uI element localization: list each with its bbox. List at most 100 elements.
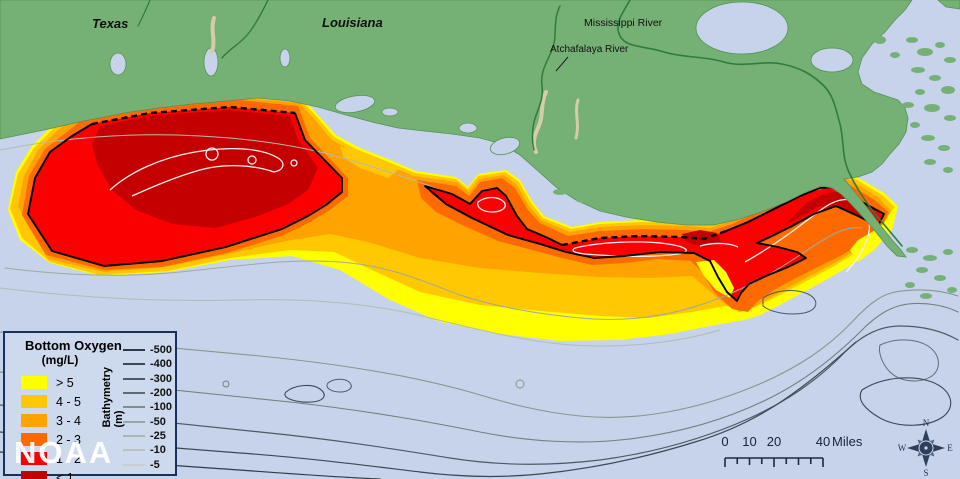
marsh-squiggle-1: [531, 90, 548, 154]
bathy-label: -100: [150, 401, 173, 414]
island: [941, 86, 955, 94]
legend-row-2-3: 2 - 3: [21, 430, 81, 449]
swatch-1-2: [21, 452, 47, 465]
swatch-rect: [21, 471, 47, 479]
island: [906, 247, 918, 253]
atchafalaya-river-line: [531, 5, 561, 151]
scale-unit: Miles: [832, 434, 863, 449]
land-group: [0, 0, 960, 299]
island: [916, 267, 928, 273]
bathy-line: [123, 363, 145, 366]
compass-ring: [918, 440, 934, 456]
legend-row-1-2: 1 - 2: [21, 449, 81, 468]
island: [682, 218, 694, 224]
island: [906, 37, 918, 43]
bathy-row-200: -200: [123, 386, 172, 400]
small-river-line: [137, 0, 151, 27]
island: [929, 75, 941, 81]
island: [921, 135, 935, 141]
state-label-louisiana: Louisiana: [322, 15, 383, 30]
mainland: [0, 0, 913, 258]
swatch-rect: [21, 452, 47, 465]
island: [902, 102, 914, 108]
legend-title: Bottom Oxygen: [25, 338, 122, 353]
island: [938, 145, 950, 151]
bathy-row-25: -25: [123, 429, 172, 443]
contour-loop-3: [879, 339, 939, 382]
islands: [553, 36, 957, 299]
scale-bar: 0 10 20 40 Miles: [703, 428, 893, 477]
compass-e: E: [947, 443, 953, 453]
white-contour-bloom: [109, 147, 284, 197]
bay-1: [334, 94, 376, 114]
swatch-rect: [21, 433, 47, 446]
mississippi-river-line: [617, 0, 903, 247]
island: [874, 36, 886, 44]
bathy-line: [123, 392, 145, 395]
compass-svg: N S W E: [898, 418, 954, 478]
hypoxia-outline-west-solid: [27, 112, 343, 267]
lake-pontchartrain: [695, 1, 789, 55]
bathy-line: [123, 435, 145, 437]
scale-label-20: 20: [767, 434, 781, 449]
island: [553, 189, 567, 195]
river-label-atchafalaya: Atchafalaya River: [550, 44, 629, 55]
oxygen-legend-column: > 5 4 - 5 3 - 4 2 - 3 1 - 2 < 1: [21, 373, 81, 479]
land-corner: [937, 0, 960, 10]
contour-loop-2: [326, 378, 352, 393]
white-contour-loop-c: [290, 159, 298, 167]
legend-units: (mg/L): [41, 353, 79, 367]
island: [576, 197, 592, 203]
bathy-label: -5: [150, 458, 160, 471]
vermilion-bay: [489, 136, 521, 156]
contour-25m: [0, 287, 721, 347]
rivers: [137, 0, 903, 247]
compass-n: N: [923, 418, 930, 428]
marsh-squiggle-3: [574, 98, 580, 140]
river-label-mississippi: Mississippi River: [584, 17, 663, 29]
island: [935, 42, 945, 48]
bathy-line: [123, 349, 145, 352]
bathy-row-400: -400: [123, 357, 172, 371]
island: [603, 205, 617, 211]
swatch-lt1: [21, 471, 47, 479]
contour-5m: [0, 134, 441, 191]
bathy-line: [123, 449, 145, 451]
island: [944, 115, 956, 121]
bay-3: [458, 122, 478, 134]
island: [911, 67, 925, 73]
island: [943, 249, 953, 255]
swatch-2-3: [21, 433, 47, 446]
legend-label: > 5: [56, 375, 74, 390]
contour-loop-1: [284, 384, 325, 403]
bathy-row-5: -5: [123, 457, 172, 471]
bathy-label: -50: [150, 415, 166, 428]
contour-dot-2: [222, 380, 230, 388]
legend-box: Bottom Oxygen (mg/L) > 5 4 - 5 3 - 4 2 -…: [3, 331, 177, 479]
legend-row-gt5: > 5: [21, 373, 81, 392]
bathy-label: -400: [150, 358, 173, 371]
legend-label: < 1: [56, 470, 74, 479]
legend-label: 2 - 3: [56, 432, 82, 447]
scale-label-40: 40: [816, 434, 830, 449]
lake-white: [279, 48, 291, 68]
scale-ticks: [724, 457, 824, 467]
hypoxia-outline-east-dashed: [561, 229, 727, 247]
bathy-row-10: -10: [123, 443, 172, 457]
hypoxia-outline-east-solid: [424, 185, 885, 302]
island: [947, 287, 957, 293]
contour-300m: [0, 341, 857, 478]
bathy-line: [123, 420, 145, 423]
hypoxia-outlines: [27, 105, 885, 302]
bathy-line: [123, 406, 145, 409]
bathy-row-300: -300: [123, 372, 172, 386]
bathy-label: -10: [150, 444, 166, 457]
scale-label-10: 10: [742, 434, 756, 449]
bathy-line: [123, 463, 145, 466]
white-contour-strip: [572, 241, 687, 257]
bathy-label: -500: [150, 344, 173, 357]
lake-east: [810, 47, 854, 73]
compass-w: W: [898, 443, 907, 453]
island: [943, 167, 953, 173]
